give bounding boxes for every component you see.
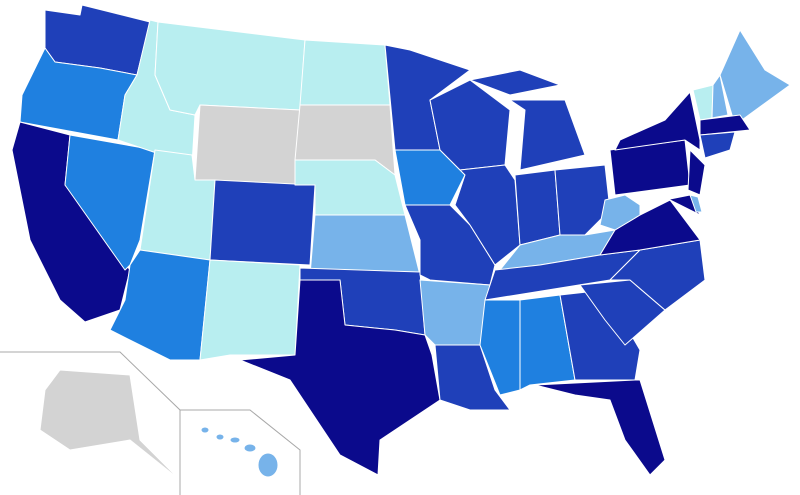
- state-me: [719, 29, 791, 126]
- hawaii-island: [257, 452, 279, 478]
- state-ar: [419, 279, 491, 346]
- state-ms: [479, 299, 521, 396]
- state-ak: [39, 369, 181, 481]
- state-ct: [699, 131, 736, 159]
- alaska-inset-border: [0, 351, 181, 495]
- state-de: [689, 194, 703, 213]
- state-nm: [199, 259, 301, 361]
- hawaii-island: [200, 426, 210, 434]
- state-vt: [692, 84, 714, 121]
- state-md: [639, 194, 701, 216]
- state-wv: [599, 194, 641, 231]
- state-oh: [554, 164, 611, 236]
- state-in: [514, 169, 561, 246]
- hawaii-island: [229, 436, 241, 444]
- hawaii-island: [215, 433, 225, 441]
- state-mi: [509, 99, 586, 171]
- state-sc: [579, 279, 666, 346]
- state-nh: [711, 74, 729, 119]
- state-nd: [299, 39, 391, 106]
- state-al: [519, 294, 576, 391]
- state-wy: [194, 104, 301, 186]
- state-tx: [239, 279, 441, 476]
- state-mi-up: [469, 69, 561, 96]
- state-co: [209, 179, 316, 266]
- state-ks: [309, 214, 421, 276]
- state-mt: [154, 21, 306, 116]
- state-ia: [394, 149, 466, 206]
- state-nj: [687, 149, 706, 196]
- state-ny: [614, 91, 701, 151]
- state-ma: [699, 114, 751, 136]
- hawaii-inset-border: [180, 409, 301, 495]
- state-il: [454, 164, 521, 266]
- state-fl: [534, 379, 666, 476]
- hawaii-island: [243, 443, 257, 453]
